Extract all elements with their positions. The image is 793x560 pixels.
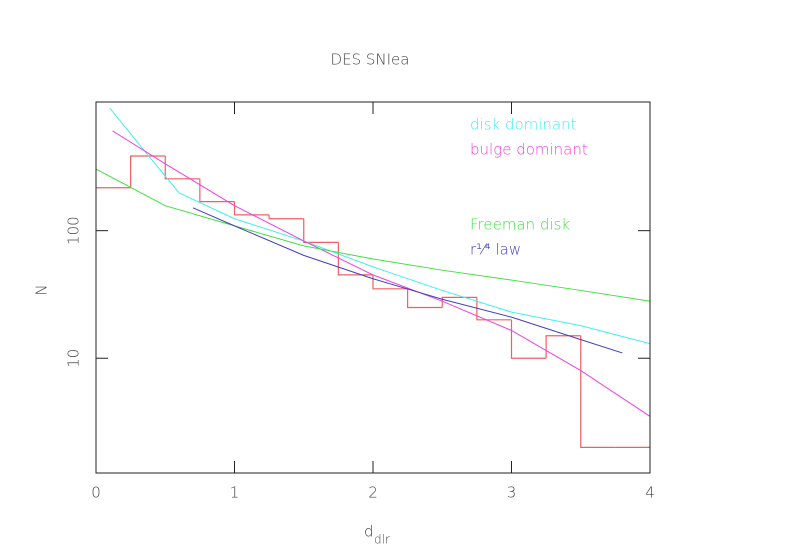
- histogram-bar: [303, 218, 339, 243]
- legend-label: bulge dominant: [470, 141, 588, 159]
- histogram-bar: [372, 274, 408, 290]
- histogram-bar: [545, 335, 581, 359]
- x-tick-label: 0: [91, 484, 101, 502]
- x-axis-label: d: [364, 523, 374, 541]
- histogram-bar: [580, 335, 616, 449]
- chart-title: DES SNIea: [331, 51, 410, 69]
- model-curve: [192, 207, 623, 354]
- histogram-bar: [337, 242, 373, 276]
- y-tick-label: 10: [65, 349, 83, 368]
- model-curve: [96, 168, 650, 302]
- legend-label: disk dominant: [470, 116, 577, 134]
- histogram-bar: [441, 296, 477, 308]
- x-tick-label: 3: [507, 484, 517, 502]
- y-tick-label: 100: [65, 216, 83, 245]
- x-tick-label: 1: [230, 484, 240, 502]
- x-tick-label: 4: [645, 484, 655, 502]
- histogram-bar: [510, 319, 547, 359]
- histogram-bar: [130, 155, 166, 188]
- histogram-bar: [407, 288, 443, 309]
- model-curve: [109, 107, 650, 345]
- histogram-bar: [199, 178, 235, 203]
- legend-label: Freeman disk: [470, 216, 570, 234]
- plot-frame: [95, 101, 651, 474]
- y-axis-label: N: [33, 284, 51, 295]
- histogram-bar: [476, 297, 512, 321]
- model-curve: [112, 130, 650, 417]
- histogram-bar: [268, 214, 304, 220]
- x-axis-label-subscript: dlr: [374, 533, 390, 547]
- legend-label: r¹⁄⁴ law: [470, 241, 521, 259]
- x-tick-label: 2: [368, 484, 378, 502]
